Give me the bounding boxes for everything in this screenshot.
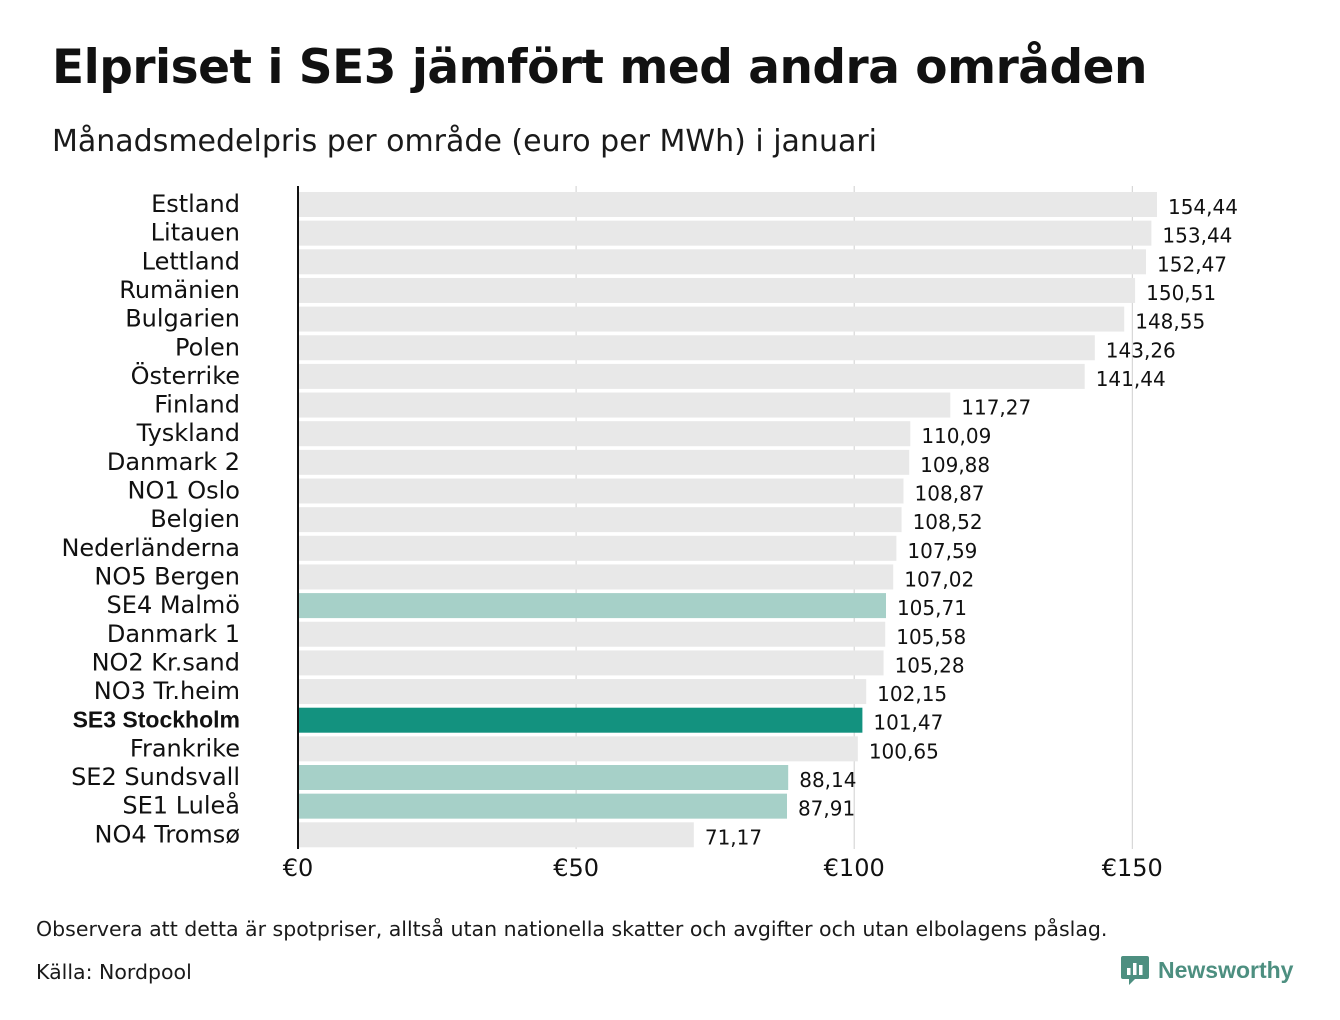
bar: [298, 650, 884, 676]
bar: [298, 765, 789, 790]
category-label: NO2 Kr.sand: [92, 648, 240, 676]
value-label: 108,52: [913, 510, 983, 534]
category-label: NO5 Bergen: [94, 562, 240, 590]
category-label: SE4 Malmö: [107, 591, 240, 619]
value-label: 154,44: [1168, 195, 1238, 219]
value-label: 100,65: [869, 739, 939, 763]
value-label: 107,02: [904, 567, 974, 591]
bar: [298, 621, 886, 647]
bar: [298, 335, 1095, 361]
category-labels: EstlandLitauenLettlandRumänienBulgarienP…: [61, 190, 240, 848]
value-label: 152,47: [1157, 252, 1227, 276]
value-label: 117,27: [961, 396, 1031, 420]
category-label: Danmark 2: [107, 448, 240, 476]
category-label: NO3 Tr.heim: [94, 677, 240, 705]
category-label: Polen: [175, 333, 240, 361]
newsworthy-logo: Newsworthy: [1120, 954, 1293, 986]
bar: [298, 736, 858, 762]
value-label: 101,47: [873, 711, 943, 735]
category-label: NO4 Tromsø: [95, 820, 240, 848]
logo-text: Newsworthy: [1158, 956, 1294, 983]
value-label: 110,09: [921, 424, 991, 448]
category-label: Nederländerna: [61, 534, 240, 562]
x-axis-ticks: €0 €50 €100 €150: [283, 854, 1163, 882]
bar: [298, 306, 1125, 332]
category-label: NO1 Oslo: [128, 477, 241, 505]
value-label: 150,51: [1146, 281, 1216, 305]
bar: [298, 220, 1152, 246]
x-tick-label: €100: [824, 854, 885, 882]
value-label: 148,55: [1135, 310, 1205, 334]
bar: [298, 449, 910, 475]
category-label: Litauen: [151, 219, 240, 247]
value-label: 105,71: [897, 596, 967, 620]
chart-subtitle: Månadsmedelpris per område (euro per MWh…: [52, 124, 878, 159]
category-label: SE3 Stockholm: [73, 707, 240, 733]
chart-title: Elpriset i SE3 jämfört med andra områden: [52, 40, 1147, 95]
category-label: Österrike: [131, 361, 240, 390]
value-label: 71,17: [705, 825, 762, 849]
category-label: Estland: [151, 190, 240, 218]
value-label: 109,88: [920, 453, 990, 477]
bar: [298, 421, 911, 447]
value-label: 143,26: [1106, 338, 1176, 362]
bar: [298, 679, 867, 705]
category-label: SE2 Sundsvall: [71, 763, 240, 791]
value-labels: 154,44 153,44 152,47 150,51 148,55 143,26 141,…: [705, 195, 1238, 849]
bar-chart: EstlandLitauenLettlandRumänienBulgarienP…: [61, 186, 1238, 882]
category-label: Frankrike: [130, 734, 240, 762]
value-label: 105,58: [896, 625, 966, 649]
category-label: Rumänien: [119, 276, 240, 304]
x-tick-label: €150: [1102, 854, 1163, 882]
value-label: 108,87: [915, 482, 985, 506]
value-label: 87,91: [798, 797, 855, 821]
category-label: SE1 Luleå: [122, 791, 240, 820]
bar: [298, 507, 902, 533]
x-tick-label: €0: [283, 854, 314, 882]
value-label: 105,28: [895, 653, 965, 677]
source-label: Källa: Nordpool: [36, 960, 192, 984]
newsworthy-logo-icon: [1121, 956, 1149, 985]
bar: [298, 363, 1085, 389]
bar: [298, 192, 1157, 217]
bar: [298, 535, 897, 561]
x-tick-label: €50: [553, 854, 599, 882]
value-label: 88,14: [799, 768, 856, 792]
bar: [298, 707, 863, 733]
value-label: 102,15: [877, 682, 947, 706]
bar: [298, 392, 951, 418]
value-label: 153,44: [1162, 224, 1232, 248]
bar: [298, 249, 1146, 275]
category-label: Danmark 1: [107, 620, 240, 648]
bar: [298, 478, 904, 504]
category-label: Tyskland: [136, 419, 240, 447]
footnote: Observera att detta är spotpriser, allts…: [36, 917, 1108, 941]
bar: [298, 277, 1136, 303]
value-label: 107,59: [907, 539, 977, 563]
category-label: Finland: [154, 391, 240, 419]
bar: [298, 793, 787, 819]
category-label: Lettland: [142, 247, 240, 275]
bar: [298, 822, 694, 848]
bar: [298, 564, 894, 590]
category-label: Bulgarien: [125, 305, 240, 333]
category-label: Belgien: [150, 505, 240, 533]
value-label: 141,44: [1096, 367, 1166, 391]
bars: [298, 192, 1157, 848]
bar: [298, 593, 886, 619]
